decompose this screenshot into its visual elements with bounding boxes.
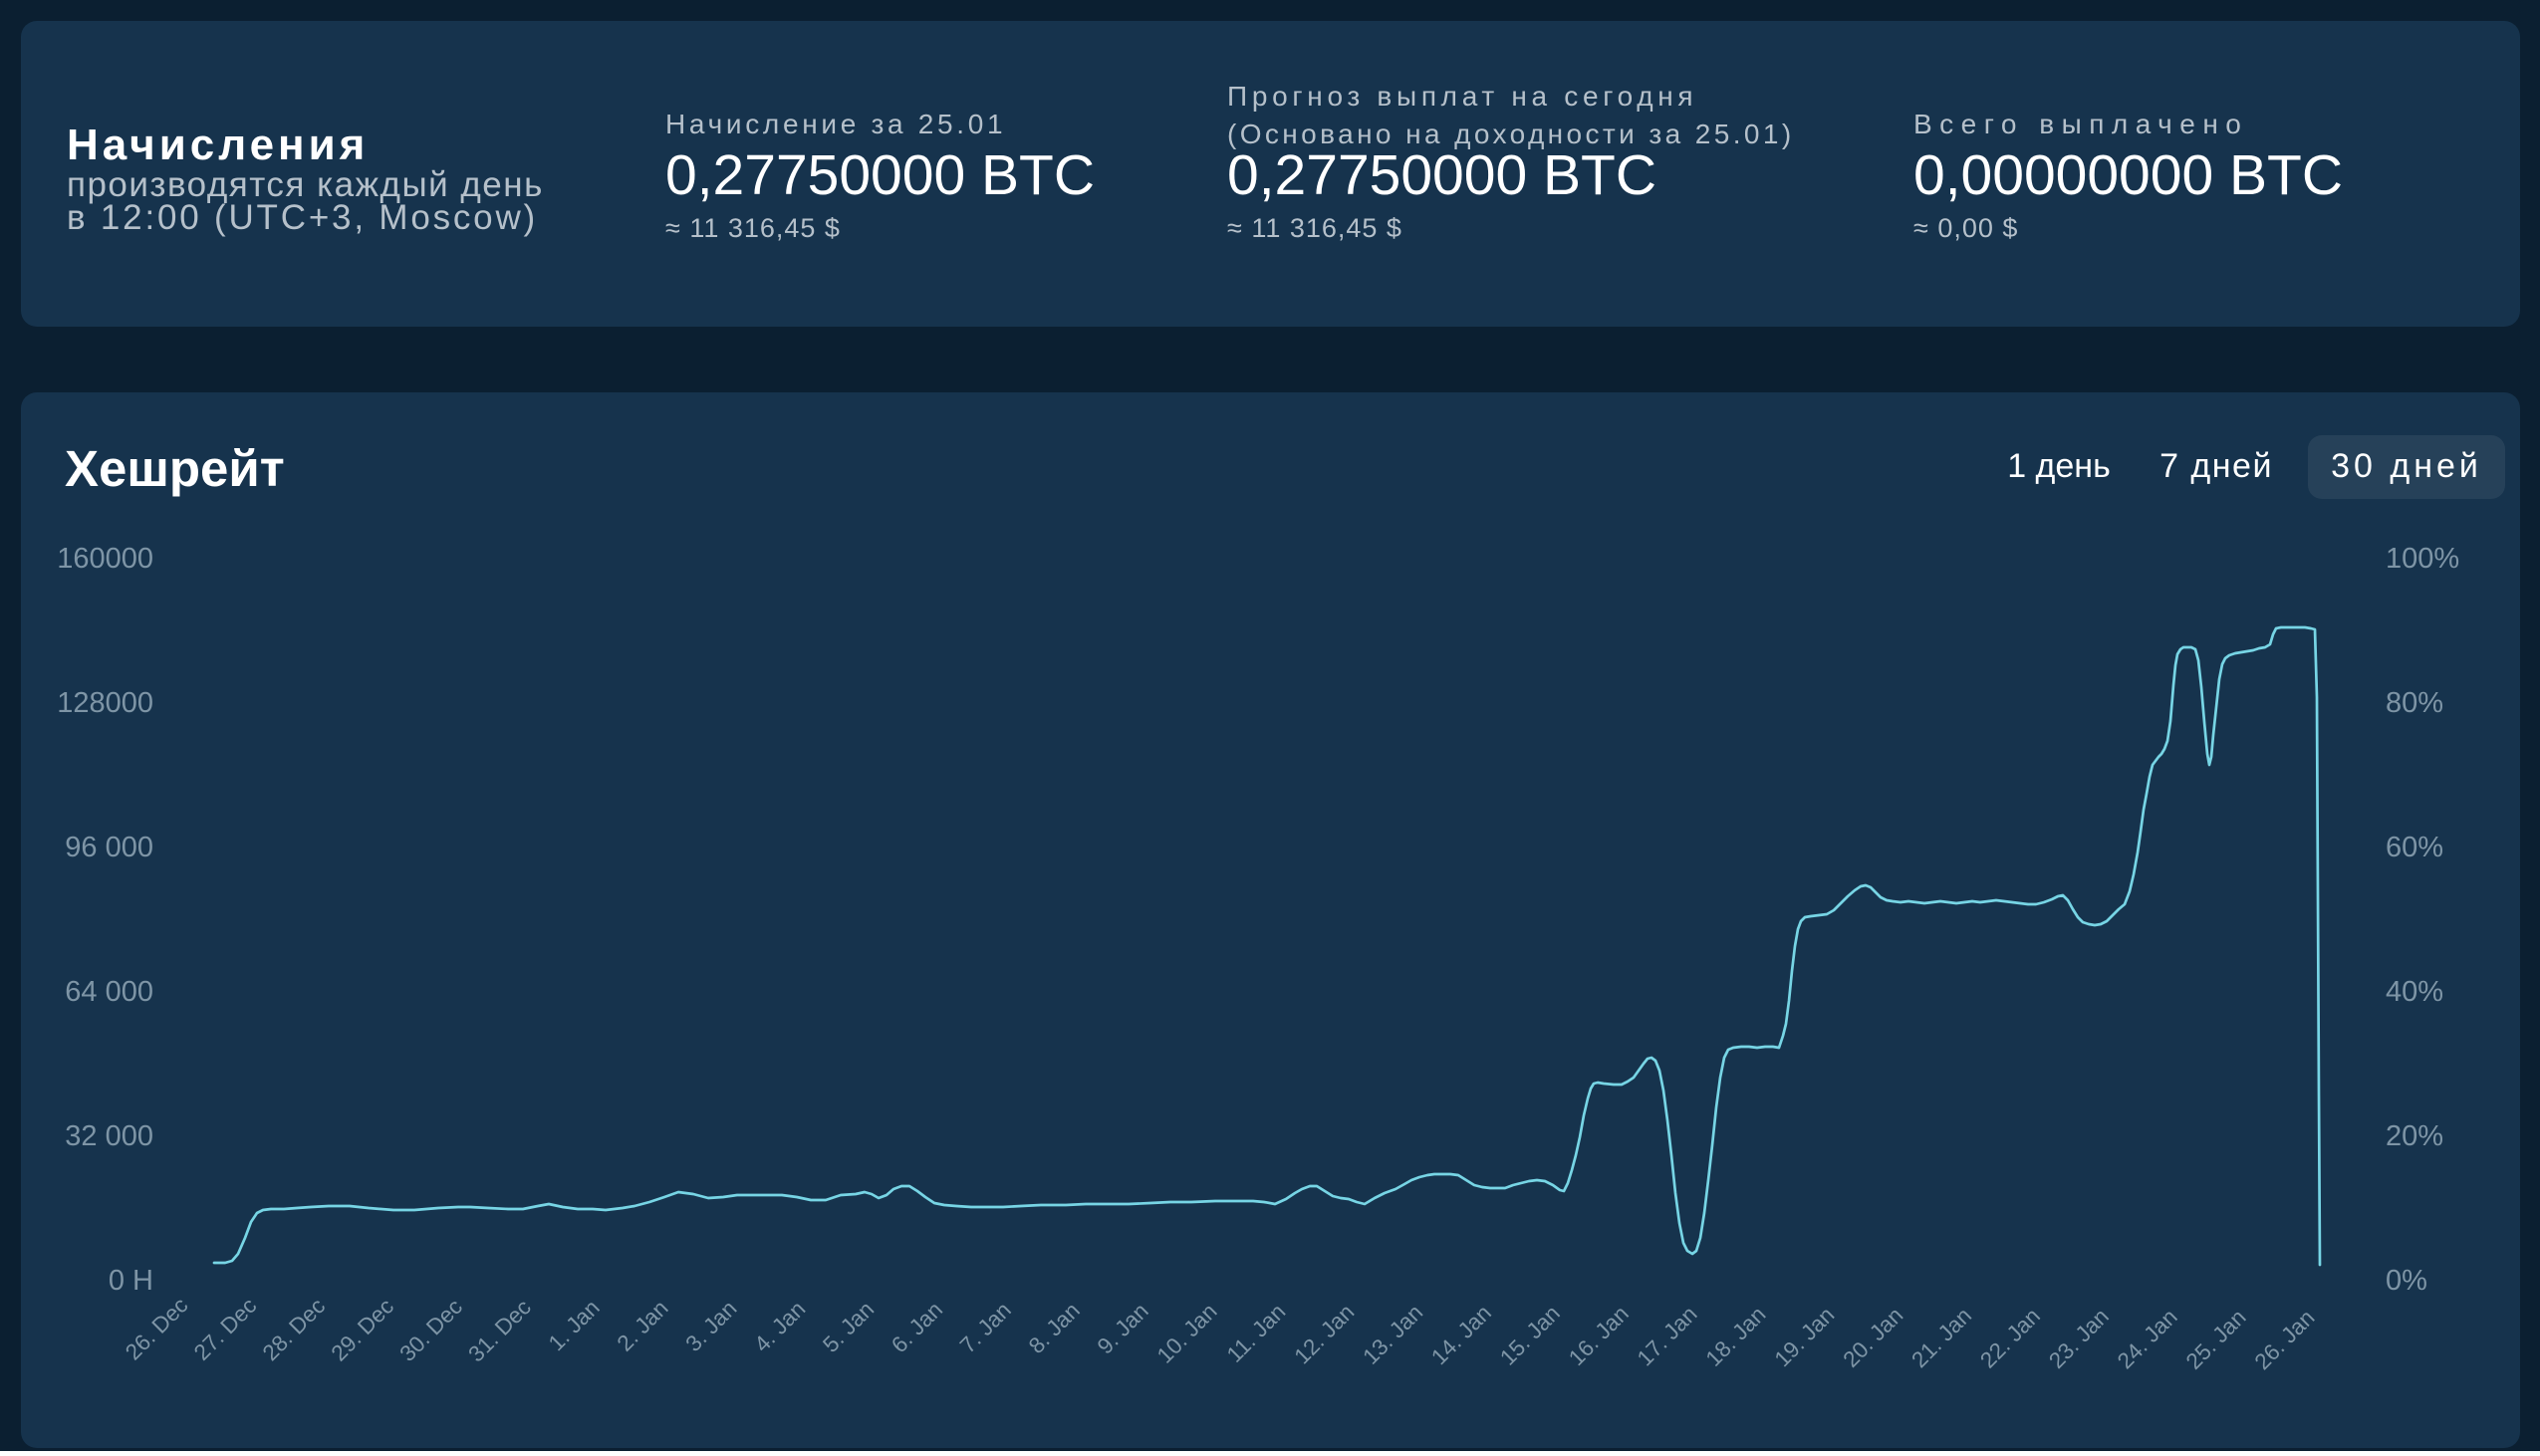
- svg-text:Начисления: Начисления: [67, 121, 369, 169]
- svg-text:0,27750000 BTC: 0,27750000 BTC: [665, 143, 1095, 207]
- svg-text:≈ 11 316,45 $: ≈ 11 316,45 $: [665, 213, 841, 243]
- svg-text:0%: 0%: [2386, 1265, 2427, 1297]
- svg-text:128000: 128000: [57, 687, 153, 719]
- svg-text:80%: 80%: [2386, 687, 2443, 719]
- svg-text:30 дней: 30 дней: [2331, 447, 2482, 485]
- svg-text:Всего выплачено: Всего выплачено: [1913, 109, 2248, 139]
- svg-text:0,27750000 BTC: 0,27750000 BTC: [1227, 143, 1656, 207]
- svg-text:Хешрейт: Хешрейт: [65, 440, 285, 497]
- svg-text:производятся каждый день: производятся каждый день: [67, 165, 544, 204]
- svg-text:7 дней: 7 дней: [2159, 447, 2273, 485]
- svg-text:≈ 0,00 $: ≈ 0,00 $: [1913, 213, 2018, 243]
- svg-text:100%: 100%: [2386, 543, 2459, 575]
- svg-text:(Основано на доходности за 25.: (Основано на доходности за 25.01): [1227, 119, 1795, 149]
- svg-text:32 000: 32 000: [65, 1120, 153, 1152]
- svg-text:в 12:00 (UTC+3, Moscow): в 12:00 (UTC+3, Moscow): [67, 198, 538, 237]
- svg-text:1 день: 1 день: [2007, 447, 2111, 485]
- svg-text:0,00000000 BTC: 0,00000000 BTC: [1913, 143, 2343, 207]
- svg-text:≈ 11 316,45 $: ≈ 11 316,45 $: [1227, 213, 1402, 243]
- svg-text:20%: 20%: [2386, 1120, 2443, 1152]
- svg-text:60%: 60%: [2386, 832, 2443, 863]
- svg-text:96 000: 96 000: [65, 832, 153, 863]
- svg-text:Начисление за 25.01: Начисление за 25.01: [665, 109, 1006, 139]
- svg-text:160000: 160000: [57, 543, 153, 575]
- svg-text:40%: 40%: [2386, 976, 2443, 1008]
- svg-text:Прогноз выплат на сегодня: Прогноз выплат на сегодня: [1227, 81, 1697, 112]
- svg-text:0 H: 0 H: [109, 1265, 153, 1297]
- svg-text:64 000: 64 000: [65, 976, 153, 1008]
